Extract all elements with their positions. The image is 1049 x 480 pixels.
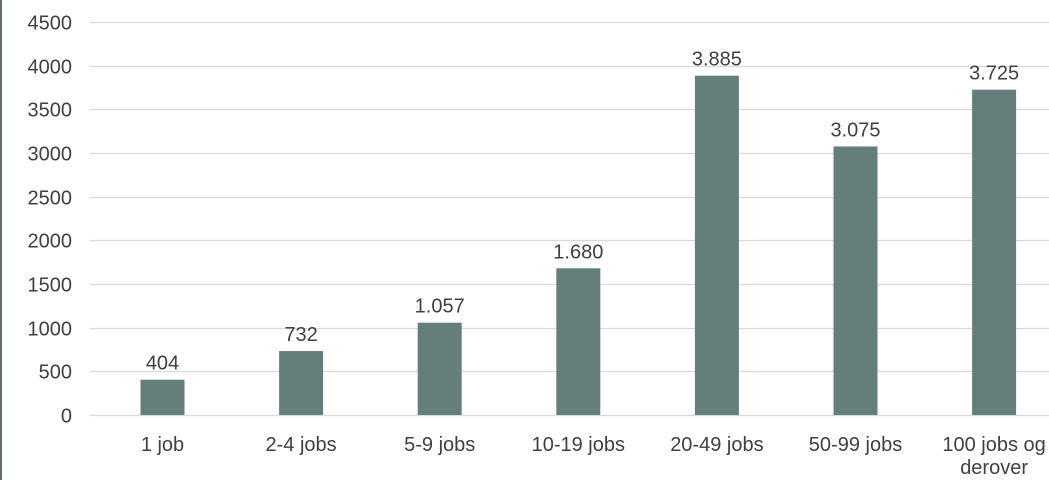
x-category-label: 20-49 jobs xyxy=(670,434,763,456)
y-tick-label: 3500 xyxy=(28,100,73,122)
y-tick-label: 2000 xyxy=(28,231,73,253)
y-tick-label: 3000 xyxy=(28,144,73,166)
data-label: 1.057 xyxy=(415,296,465,318)
data-label: 404 xyxy=(146,353,179,375)
y-axis-ticks: 0 500 1000 1500 2000 2500 3000 3500 4000 4500 xyxy=(28,13,73,428)
bar xyxy=(972,89,1017,415)
y-tick-label: 1000 xyxy=(28,319,73,341)
bars xyxy=(140,75,1017,416)
bar xyxy=(556,268,601,415)
data-label: 3.725 xyxy=(969,63,1019,85)
bar xyxy=(417,322,462,415)
y-tick-label: 2500 xyxy=(28,188,73,210)
bar xyxy=(279,351,324,415)
y-tick-label: 0 xyxy=(61,406,72,428)
y-tick-label: 1500 xyxy=(28,275,73,297)
bar xyxy=(833,146,878,415)
data-label: 3.075 xyxy=(830,119,880,141)
data-labels: 404 732 1.057 1.680 3.885 3.075 3.725 xyxy=(146,49,1019,375)
y-tick-label: 4500 xyxy=(28,13,73,35)
y-tick-label: 500 xyxy=(39,362,72,384)
data-label: 1.680 xyxy=(553,241,603,263)
bar xyxy=(140,379,185,415)
data-label: 3.885 xyxy=(692,49,742,71)
x-category-label: 1 job xyxy=(141,434,184,456)
x-category-label: 2-4 jobs xyxy=(266,434,337,456)
x-category-label: 100 jobs og derover xyxy=(942,434,1045,479)
y-tick-label: 4000 xyxy=(28,57,73,79)
x-category-label: 5-9 jobs xyxy=(404,434,475,456)
x-category-label: 50-99 jobs xyxy=(809,434,902,456)
data-label: 732 xyxy=(284,324,317,346)
x-category-label: 10-19 jobs xyxy=(532,434,625,456)
x-axis-categories: 1 job 2-4 jobs 5-9 jobs 10-19 jobs 20-49 job… xyxy=(141,434,1046,479)
gridlines xyxy=(90,21,1049,417)
bar xyxy=(694,75,739,416)
